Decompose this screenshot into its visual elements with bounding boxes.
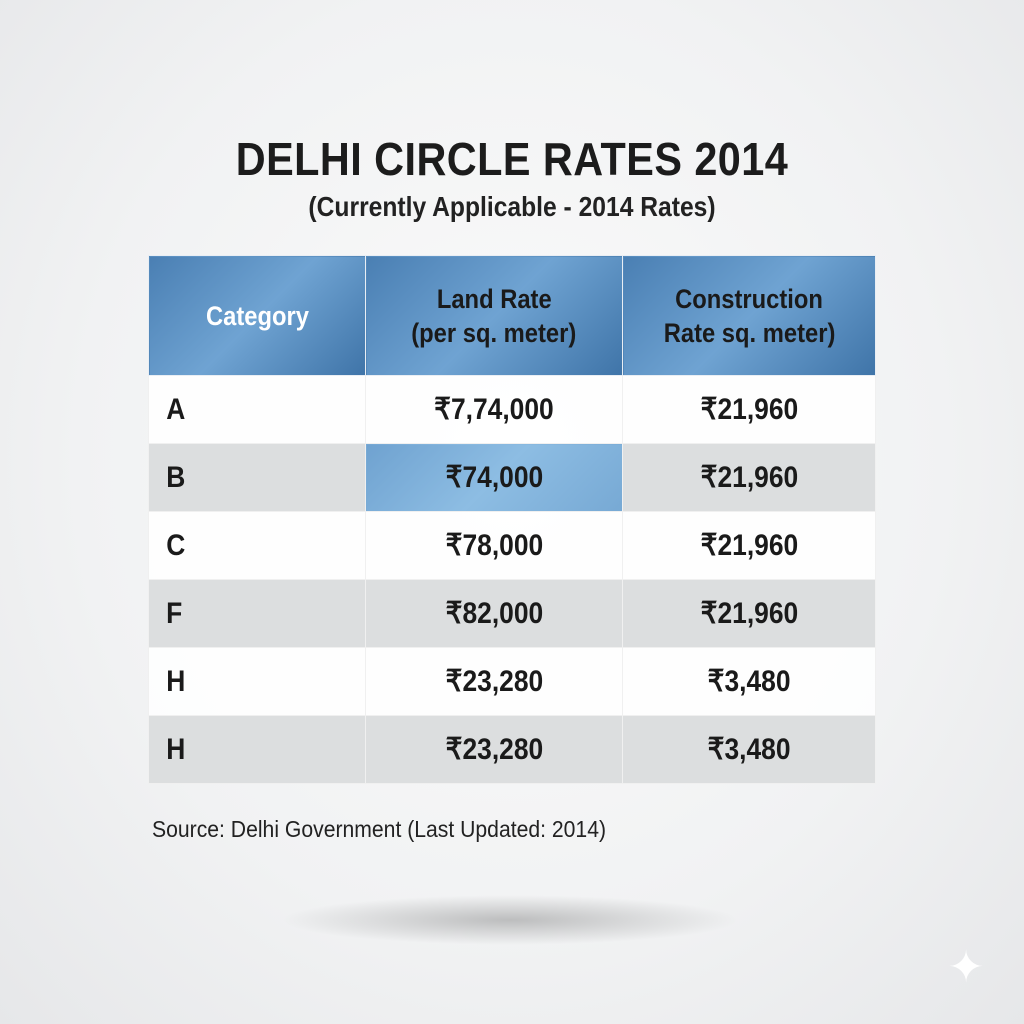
land-rate-cell: ₹82,000 xyxy=(365,579,624,648)
land-rate-cell: ₹74,000 xyxy=(365,443,624,512)
cell-text: A xyxy=(166,392,186,426)
cell-text: ₹23,280 xyxy=(445,665,544,698)
category-cell: A xyxy=(147,375,367,444)
table-row: F ₹82,000 ₹21,960 xyxy=(147,579,876,648)
cell-text: H xyxy=(166,732,186,766)
cell-text: ₹82,000 xyxy=(445,597,544,630)
header-text: (per sq. meter) xyxy=(411,317,577,348)
table-row: C ₹78,000 ₹21,960 xyxy=(147,511,876,580)
header-text: Construction xyxy=(675,283,824,314)
header-construction-rate: Construction Rate sq. meter) xyxy=(622,255,876,376)
construction-rate-cell: ₹21,960 xyxy=(622,375,876,444)
header-category: Category xyxy=(147,255,367,376)
land-rate-cell: ₹23,280 xyxy=(365,715,624,784)
cell-text: ₹3,480 xyxy=(707,733,791,766)
construction-rate-cell: ₹3,480 xyxy=(622,647,876,716)
cell-text: H xyxy=(166,664,186,698)
table-header-row: Category Land Rate (per sq. meter) Constr… xyxy=(147,255,876,376)
cell-text: B xyxy=(166,460,186,494)
table-row: H ₹23,280 ₹3,480 xyxy=(147,715,876,784)
construction-rate-cell: ₹21,960 xyxy=(622,511,876,580)
land-rate-cell: ₹7,74,000 xyxy=(365,375,624,444)
construction-rate-cell: ₹21,960 xyxy=(622,579,876,648)
table-row: H ₹23,280 ₹3,480 xyxy=(147,647,876,716)
category-cell: H xyxy=(147,647,367,716)
cell-text: ₹78,000 xyxy=(445,529,544,562)
land-rate-cell: ₹78,000 xyxy=(365,511,624,580)
cell-text: ₹21,960 xyxy=(700,461,799,494)
construction-rate-cell: ₹3,480 xyxy=(622,715,876,784)
cell-text: ₹21,960 xyxy=(700,393,799,426)
cell-text: ₹7,74,000 xyxy=(434,393,555,426)
page-subtitle: (Currently Applicable - 2014 Rates) xyxy=(308,191,716,222)
circle-rates-table: Category Land Rate (per sq. meter) Constr… xyxy=(147,255,876,784)
page-title: DELHI CIRCLE RATES 2014 xyxy=(235,133,789,185)
cell-text: ₹3,480 xyxy=(707,665,791,698)
category-cell: H xyxy=(147,715,367,784)
category-cell: F xyxy=(147,579,367,648)
cell-text: C xyxy=(166,528,186,562)
cell-text: ₹23,280 xyxy=(445,733,544,766)
table-row: B ₹74,000 ₹21,960 xyxy=(147,443,876,512)
cell-text: ₹21,960 xyxy=(700,597,799,630)
header-text: Rate sq. meter) xyxy=(663,317,836,348)
cell-text: F xyxy=(166,596,183,630)
cell-text: ₹74,000 xyxy=(445,461,544,494)
header-land-rate: Land Rate (per sq. meter) xyxy=(365,255,624,376)
header-text: Category xyxy=(205,300,309,331)
header-text: Land Rate xyxy=(436,283,552,314)
category-cell: B xyxy=(147,443,367,512)
sparkle-icon: ✦ xyxy=(947,943,985,992)
drop-shadow xyxy=(280,895,740,945)
cell-text: ₹21,960 xyxy=(700,529,799,562)
land-rate-cell: ₹23,280 xyxy=(365,647,624,716)
construction-rate-cell: ₹21,960 xyxy=(622,443,876,512)
table-row: A ₹7,74,000 ₹21,960 xyxy=(147,375,876,444)
category-cell: C xyxy=(147,511,367,580)
source-note: Source: Delhi Government (Last Updated: … xyxy=(152,816,607,842)
